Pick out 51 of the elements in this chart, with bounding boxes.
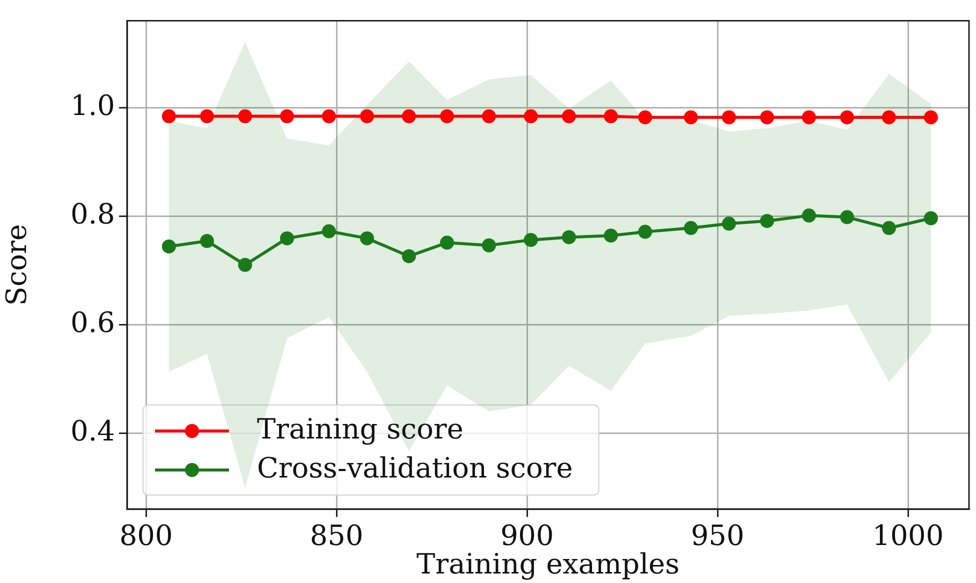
point	[882, 110, 896, 124]
y-tick-label: 0.6	[70, 306, 115, 339]
point	[638, 110, 652, 124]
legend-label: Cross-validation score	[257, 451, 573, 484]
point	[802, 208, 816, 223]
x-tick-label: 1000	[872, 519, 944, 552]
point	[162, 109, 176, 124]
x-tick-label: 950	[690, 519, 744, 552]
point	[604, 228, 618, 243]
x-tick-label: 850	[310, 519, 364, 552]
point	[200, 109, 214, 124]
point	[238, 258, 252, 272]
point	[760, 110, 774, 124]
point	[604, 109, 618, 124]
point	[482, 109, 496, 124]
point	[200, 234, 214, 248]
point	[638, 224, 652, 239]
point	[840, 110, 854, 124]
point	[402, 249, 416, 264]
y-axis-title: Score	[0, 224, 34, 306]
y-tick-label: 0.8	[70, 197, 115, 230]
point	[840, 210, 854, 224]
point	[440, 109, 454, 124]
point	[524, 232, 538, 247]
point	[802, 110, 816, 124]
point	[760, 214, 774, 228]
point	[684, 221, 698, 236]
point	[322, 109, 336, 124]
x-tick-label: 800	[119, 519, 173, 552]
point	[684, 110, 698, 124]
point	[238, 109, 252, 124]
point	[482, 238, 496, 252]
point	[562, 230, 576, 244]
point	[562, 109, 576, 124]
point	[722, 216, 736, 231]
point	[360, 231, 374, 246]
point	[280, 231, 294, 246]
point	[924, 110, 938, 124]
y-tick-label: 1.0	[70, 88, 115, 122]
point	[402, 109, 416, 124]
point	[882, 221, 896, 236]
legend-label: Training score	[257, 412, 464, 446]
point	[360, 109, 374, 124]
y-tick-label: 0.4	[70, 414, 115, 448]
point	[280, 109, 294, 124]
point	[722, 110, 736, 124]
point	[162, 239, 176, 254]
point	[924, 211, 938, 226]
point	[322, 224, 336, 238]
point	[440, 236, 454, 250]
point	[524, 109, 538, 124]
